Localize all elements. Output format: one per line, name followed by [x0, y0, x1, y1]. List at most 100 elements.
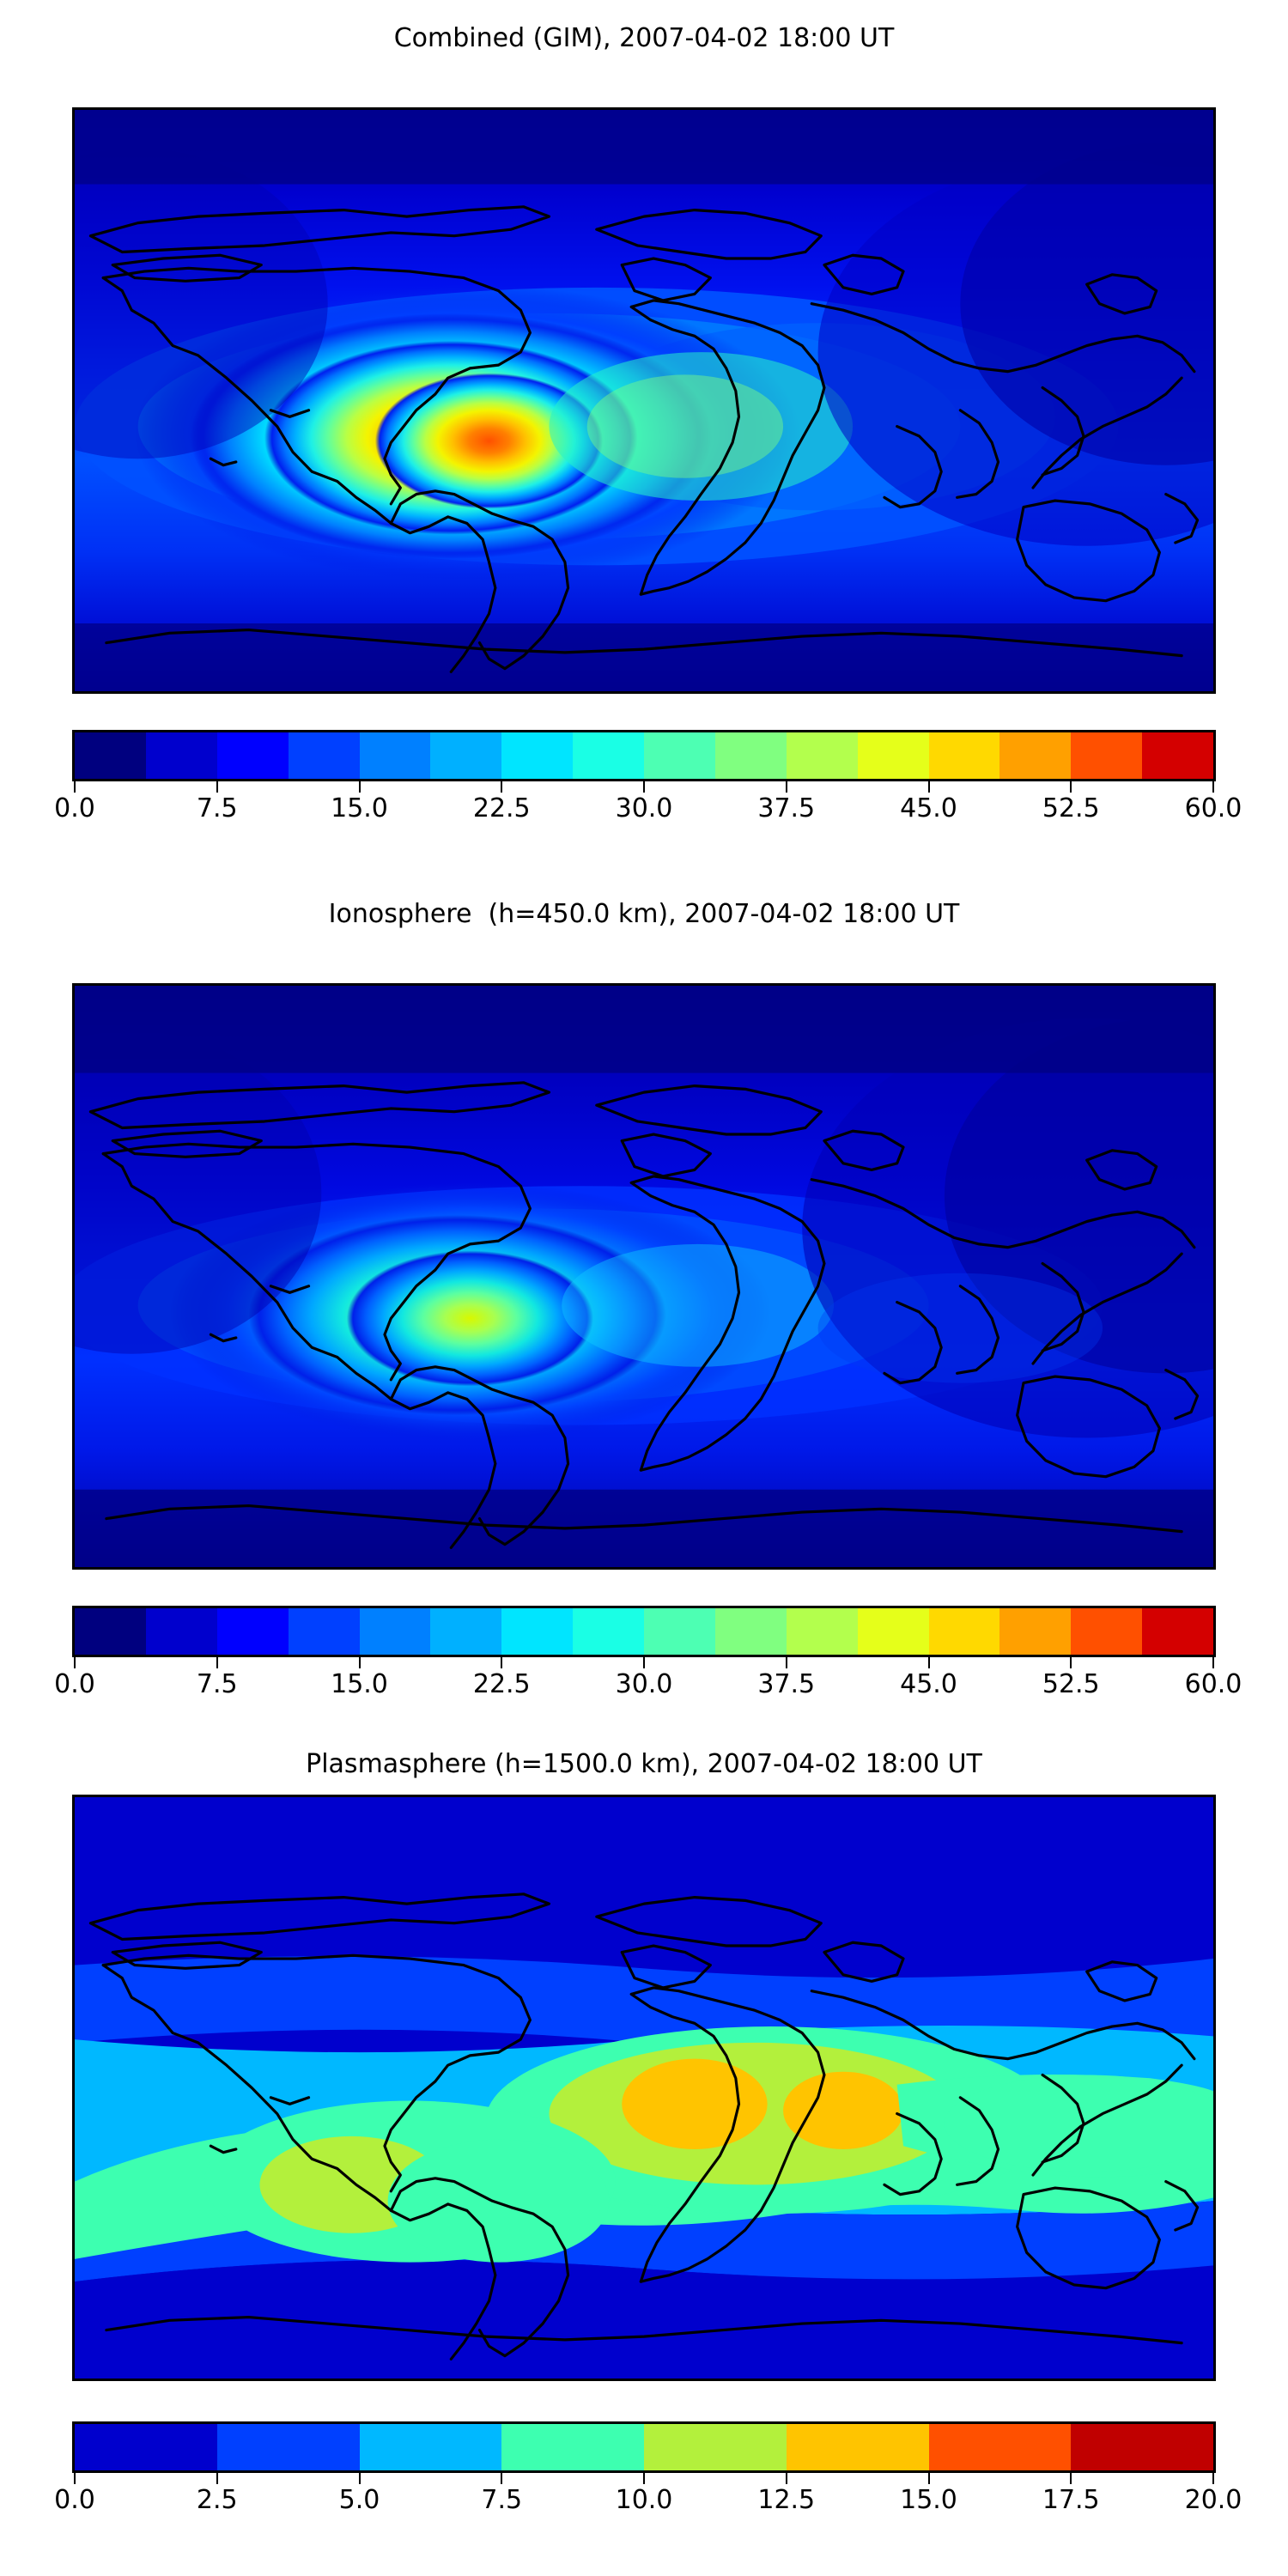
colorbar-combined-gim: 0.0 7.5 15.0 22.5 30.0 37.5 45.0 52.5 60.0 [54, 730, 1242, 828]
colorbar-segment [714, 1608, 787, 1655]
colorbar-tick-label: 30.0 [615, 793, 673, 823]
colorbar-segment [928, 732, 1000, 779]
colorbar-tick-label: 12.5 [757, 2485, 816, 2515]
colorbar-tick [927, 781, 930, 793]
colorbar-tick [358, 2473, 361, 2484]
colorbar-segment [145, 732, 217, 779]
colorbar-tick [1212, 2473, 1214, 2484]
colorbar-tick-label: 15.0 [331, 793, 388, 823]
colorbar-tick-label: 2.5 [196, 2485, 238, 2515]
map-canvas-combined-gim [75, 110, 1213, 691]
colorbar-segment [999, 732, 1072, 779]
map-canvas-plasmasphere [75, 1797, 1213, 2379]
colorbar-tick [927, 2473, 930, 2484]
colorbar-segment [644, 2424, 787, 2470]
colorbar-segment [1071, 1608, 1143, 1655]
colorbar-tick [643, 781, 645, 793]
colorbar-segment [857, 1608, 929, 1655]
colorbar-tick [358, 781, 361, 793]
colorbar-segment [145, 1608, 217, 1655]
colorbar-tick [1070, 1657, 1072, 1668]
colorbar-segment [75, 732, 146, 779]
colorbar-segment [1142, 1608, 1213, 1655]
colorbar-tick [643, 1657, 645, 1668]
colorbar-tick-label: 7.5 [481, 2485, 523, 2515]
colorbar-segment [359, 2424, 502, 2470]
colorbar-tick-label: 52.5 [1042, 1669, 1100, 1699]
colorbar-tick [501, 781, 503, 793]
colorbar-segment [216, 1608, 289, 1655]
colorbar-strip-1 [72, 730, 1216, 781]
colorbar-tick-label: 22.5 [472, 1669, 531, 1699]
colorbar-segment [999, 1608, 1072, 1655]
colorbar-segment [359, 732, 431, 779]
colorbar-strip-2 [72, 1606, 1216, 1657]
colorbar-tick [1070, 2473, 1072, 2484]
colorbar-segment [928, 1608, 1000, 1655]
colorbar-tick-label: 37.5 [757, 1669, 816, 1699]
panel-combined-gim: Combined (GIM), 2007-04-02 18:00 UT [0, 0, 1288, 859]
colorbar-tick-label: 5.0 [338, 2485, 380, 2515]
colorbar-tick-label: 7.5 [196, 1669, 238, 1699]
colorbar-segment [573, 1608, 644, 1655]
colorbar-tick-label: 45.0 [900, 793, 957, 823]
colorbar-tick-label: 60.0 [1184, 1669, 1242, 1699]
colorbar-segment [1142, 732, 1213, 779]
colorbar-segment [1071, 732, 1143, 779]
colorbar-tick-label: 15.0 [900, 2485, 957, 2515]
colorbar-segment [501, 732, 574, 779]
colorbar-segment [573, 732, 644, 779]
colorbar-tick [216, 2473, 218, 2484]
colorbar-labels-3: 0.0 2.5 5.0 7.5 10.0 12.5 15.0 17.5 20.0 [54, 2485, 1242, 2519]
map-plasmasphere [72, 1795, 1216, 2381]
colorbar-tick [927, 1657, 930, 1668]
colorbar-segment [714, 732, 787, 779]
colorbar-tick [785, 1657, 787, 1668]
colorbar-ionosphere: 0.0 7.5 15.0 22.5 30.0 37.5 45.0 52.5 60.0 [54, 1606, 1242, 1704]
colorbar-tick-label: 45.0 [900, 1669, 957, 1699]
map-combined-gim [72, 107, 1216, 694]
colorbar-tick-label: 30.0 [615, 1669, 673, 1699]
colorbar-tick [216, 781, 218, 793]
panel-plasmasphere: Plasmasphere (h=1500.0 km), 2007-04-02 1… [0, 1735, 1288, 2576]
colorbar-segment [216, 2424, 360, 2470]
colorbar-segment [644, 732, 715, 779]
panel-title-combined-gim: Combined (GIM), 2007-04-02 18:00 UT [393, 23, 895, 53]
colorbar-tick-label: 17.5 [1042, 2485, 1100, 2515]
colorbar-tick-label: 15.0 [331, 1669, 388, 1699]
panel-title-plasmasphere: Plasmasphere (h=1500.0 km), 2007-04-02 1… [306, 1749, 982, 1779]
colorbar-tick [643, 2473, 645, 2484]
colorbar-ticks-2 [72, 1657, 1216, 1669]
colorbar-segment [644, 1608, 715, 1655]
colorbar-segment [288, 732, 360, 779]
colorbar-tick [216, 1657, 218, 1668]
colorbar-labels-2: 0.0 7.5 15.0 22.5 30.0 37.5 45.0 52.5 60.0 [54, 1669, 1242, 1704]
colorbar-segment [216, 732, 289, 779]
colorbar-segment [288, 1608, 360, 1655]
colorbar-segment [501, 1608, 574, 1655]
colorbar-tick-label: 52.5 [1042, 793, 1100, 823]
colorbar-tick-label: 22.5 [472, 793, 531, 823]
panel-title-ionosphere: Ionosphere (h=450.0 km), 2007-04-02 18:0… [328, 899, 960, 929]
colorbar-tick [1070, 781, 1072, 793]
colorbar-tick [74, 1657, 76, 1668]
colorbar-segment [359, 1608, 431, 1655]
map-canvas-ionosphere [75, 986, 1213, 1567]
colorbar-segment [786, 2424, 929, 2470]
colorbar-segment [75, 1608, 146, 1655]
colorbar-segment [1071, 2424, 1213, 2470]
colorbar-segment [928, 2424, 1072, 2470]
colorbar-tick [74, 2473, 76, 2484]
colorbar-segment [501, 2424, 644, 2470]
colorbar-tick [501, 2473, 503, 2484]
colorbar-labels-1: 0.0 7.5 15.0 22.5 30.0 37.5 45.0 52.5 60.0 [54, 793, 1242, 828]
colorbar-plasmasphere: 0.0 2.5 5.0 7.5 10.0 12.5 15.0 17.5 20.0 [54, 2421, 1242, 2519]
colorbar-tick-label: 7.5 [196, 793, 238, 823]
colorbar-ticks-1 [72, 781, 1216, 793]
colorbar-segment [786, 732, 858, 779]
map-ionosphere [72, 983, 1216, 1570]
panel-ionosphere: Ionosphere (h=450.0 km), 2007-04-02 18:0… [0, 867, 1288, 1735]
colorbar-tick-label: 0.0 [54, 2485, 95, 2515]
colorbar-tick [358, 1657, 361, 1668]
